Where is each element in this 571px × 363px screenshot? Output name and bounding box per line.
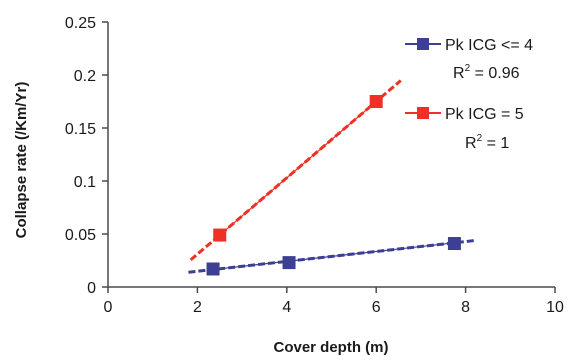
x-axis-ticks: 0 2 4 6 8 10: [104, 287, 564, 316]
x-tick-label-3: 6: [372, 299, 381, 316]
x-axis-label: Cover depth (m): [273, 339, 388, 356]
data-point-series-1-3: [447, 237, 461, 251]
x-tick-label-0: 0: [104, 299, 113, 316]
r2-symbol-series-1: R: [453, 65, 465, 82]
y-axis-label: Collapse rate (/Km/Yr): [13, 82, 30, 239]
r2-superscript-series-1: 2: [465, 63, 471, 74]
legend-r2-series-1: R2 = 0.96: [453, 63, 520, 82]
y-tick-label-2: 0.1: [74, 174, 96, 191]
r2-value-series-1: = 0.96: [470, 65, 519, 82]
fit-line-series-2: [219, 101, 377, 236]
r2-symbol-series-2: R: [465, 135, 477, 152]
x-tick-label-5: 10: [546, 299, 564, 316]
legend-label-series-2: Pk ICG = 5: [445, 106, 524, 123]
legend-marker-series-1: [417, 38, 429, 50]
x-tick-label-4: 8: [461, 299, 470, 316]
plot-area: [107, 22, 555, 288]
legend-entry-series-1: Pk ICG <= 4 R2 = 0.96: [405, 37, 533, 82]
legend-r2-series-2: R2 = 1: [465, 133, 509, 152]
data-point-series-1-2: [282, 256, 296, 270]
y-tick-label-1: 0.05: [65, 227, 96, 244]
y-axis-ticks: 0 0.05 0.1 0.15 0.2 0.25: [65, 15, 108, 297]
data-point-series-2-2: [369, 95, 383, 108]
data-point-series-1-1: [206, 262, 220, 276]
legend-entry-series-2: Pk ICG = 5 R2 = 1: [405, 106, 524, 152]
x-tick-label-1: 2: [193, 299, 202, 316]
fit-line-series-1: [212, 242, 455, 271]
legend: Pk ICG <= 4 R2 = 0.96 Pk ICG = 5 R2 = 1: [405, 37, 533, 152]
legend-label-series-1: Pk ICG <= 4: [445, 37, 533, 54]
series-layer: [188, 79, 475, 276]
x-tick-label-2: 4: [282, 299, 291, 316]
y-tick-label-0: 0: [87, 280, 96, 297]
y-tick-label-3: 0.15: [65, 121, 96, 138]
r2-value-series-2: = 1: [482, 135, 509, 152]
y-tick-label-4: 0.2: [74, 68, 96, 85]
r2-superscript-series-2: 2: [477, 133, 483, 144]
y-tick-label-5: 0.25: [65, 15, 96, 32]
data-point-series-2-1: [213, 228, 227, 242]
legend-marker-series-2: [417, 107, 429, 119]
